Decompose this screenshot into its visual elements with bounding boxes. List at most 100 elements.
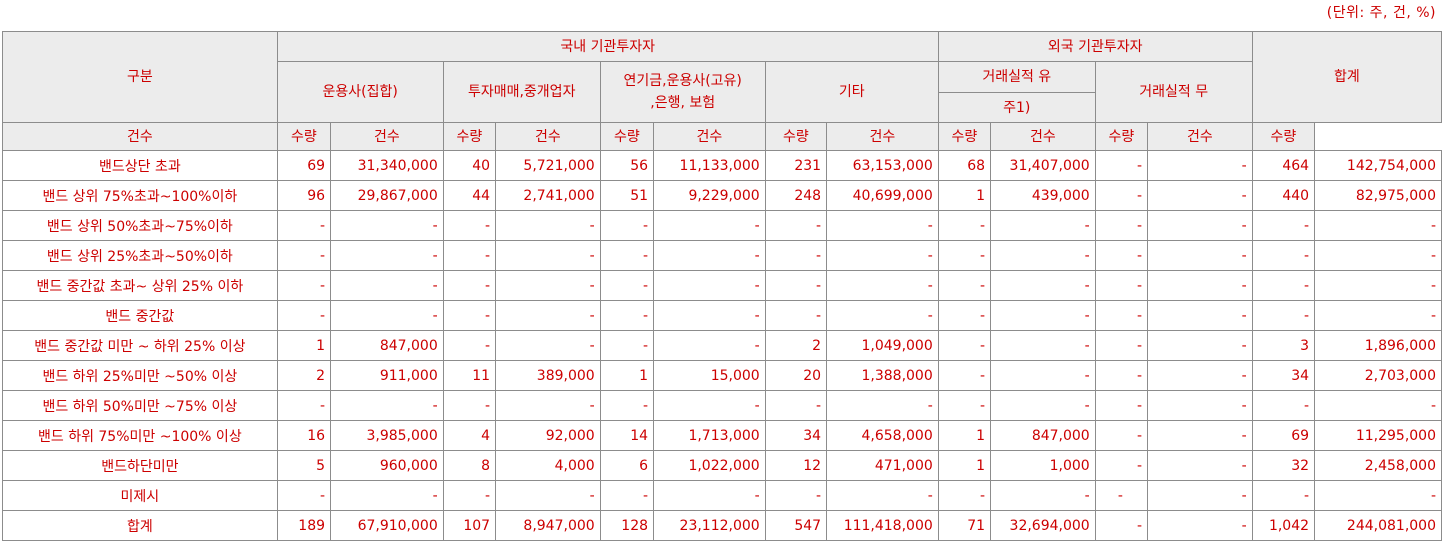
count-cell: 107 bbox=[442, 510, 497, 541]
count-cell: 16 bbox=[276, 420, 332, 451]
count-cell: - bbox=[442, 210, 497, 241]
subheader-qty: 수량 bbox=[1094, 122, 1149, 151]
count-cell: - bbox=[1094, 420, 1149, 451]
qty-cell: 847,000 bbox=[330, 330, 444, 361]
qty-cell: - bbox=[653, 390, 766, 421]
subheader-count: 건수 bbox=[2, 122, 278, 151]
unit-note: (단위: 주, 건, %) bbox=[1326, 5, 1436, 21]
count-cell: - bbox=[276, 270, 332, 301]
count-cell: 2 bbox=[276, 360, 332, 391]
count-cell: 1 bbox=[937, 180, 992, 211]
count-cell: 34 bbox=[764, 420, 828, 451]
count-cell: - bbox=[937, 390, 992, 421]
count-cell: 4 bbox=[442, 420, 497, 451]
qty-cell: 11,133,000 bbox=[653, 150, 766, 181]
header-etc: 기타 bbox=[764, 61, 939, 123]
count-cell: - bbox=[937, 480, 992, 511]
qty-cell: - bbox=[826, 270, 939, 301]
qty-cell: 1,896,000 bbox=[1314, 330, 1442, 361]
count-cell: - bbox=[442, 390, 497, 421]
count-cell: - bbox=[937, 210, 992, 241]
count-cell: - bbox=[1251, 480, 1316, 511]
count-cell: 231 bbox=[764, 150, 828, 181]
row-label: 밴드 하위 50%미만 ~75% 이상 bbox=[2, 390, 278, 421]
qty-cell: 31,407,000 bbox=[990, 150, 1096, 181]
header-dealers: 투자매매,중개업자 bbox=[442, 61, 601, 123]
count-cell: 44 bbox=[442, 180, 497, 211]
qty-cell: - bbox=[1147, 180, 1253, 211]
subheader-qty: 수량 bbox=[937, 122, 992, 151]
count-cell: - bbox=[937, 360, 992, 391]
qty-cell: - bbox=[826, 210, 939, 241]
table-row: 밴드 하위 50%미만 ~75% 이상 - - - - - - - - - - - - - - bbox=[2, 390, 1442, 421]
count-cell: 547 bbox=[764, 510, 828, 541]
qty-cell: 847,000 bbox=[990, 420, 1096, 451]
row-label: 밴드 중간값 미만 ~ 하위 25% 이상 bbox=[2, 330, 278, 361]
qty-cell: - bbox=[1314, 480, 1442, 511]
count-cell: 189 bbox=[276, 510, 332, 541]
count-cell: 12 bbox=[764, 450, 828, 481]
qty-cell: - bbox=[653, 240, 766, 271]
qty-cell: - bbox=[653, 270, 766, 301]
count-cell: - bbox=[1251, 270, 1316, 301]
table-row: 밴드하단미만 5 960,000 8 4,000 6 1,022,000 12 471,000 1… bbox=[2, 450, 1442, 481]
count-cell: 69 bbox=[1251, 420, 1316, 451]
count-cell: - bbox=[599, 300, 655, 331]
qty-cell: - bbox=[1147, 330, 1253, 361]
qty-cell: 4,000 bbox=[495, 450, 601, 481]
count-cell: - bbox=[276, 210, 332, 241]
qty-cell: - bbox=[653, 300, 766, 331]
count-cell: - bbox=[764, 480, 828, 511]
row-label: 밴드상단 초과 bbox=[2, 150, 278, 181]
count-cell: - bbox=[442, 270, 497, 301]
count-cell: - bbox=[1251, 300, 1316, 331]
qty-cell: 111,418,000 bbox=[826, 510, 939, 541]
qty-cell: - bbox=[330, 270, 444, 301]
header-foreign: 외국 기관투자자 bbox=[937, 31, 1253, 62]
row-label: 밴드 하위 75%미만 ~100% 이상 bbox=[2, 420, 278, 451]
count-cell: 71 bbox=[937, 510, 992, 541]
qty-cell: - bbox=[1147, 360, 1253, 391]
subheader-qty: 수량 bbox=[764, 122, 828, 151]
qty-cell: - bbox=[495, 270, 601, 301]
qty-cell: - bbox=[1147, 390, 1253, 421]
count-cell: 56 bbox=[599, 150, 655, 181]
count-cell: - bbox=[1094, 330, 1149, 361]
table-row: 밴드 상위 75%초과~100%이하 96 29,867,000 44 2,741,00… bbox=[2, 180, 1442, 211]
count-cell: 5 bbox=[276, 450, 332, 481]
qty-cell: - bbox=[1147, 150, 1253, 181]
qty-cell: - bbox=[653, 480, 766, 511]
qty-cell: 63,153,000 bbox=[826, 150, 939, 181]
qty-cell: - bbox=[826, 240, 939, 271]
table-row: 합계 189 67,910,000 107 8,947,000 128 23,112,000… bbox=[2, 510, 1442, 541]
qty-cell: 2,703,000 bbox=[1314, 360, 1442, 391]
qty-cell: - bbox=[495, 300, 601, 331]
qty-cell: - bbox=[990, 480, 1096, 511]
qty-cell: - bbox=[990, 240, 1096, 271]
qty-cell: 142,754,000 bbox=[1314, 150, 1442, 181]
count-cell: 32 bbox=[1251, 450, 1316, 481]
count-cell: 14 bbox=[599, 420, 655, 451]
qty-cell: - bbox=[1147, 510, 1253, 541]
subheader-count: 건수 bbox=[653, 122, 766, 151]
qty-cell: - bbox=[1147, 480, 1253, 511]
header-track-yes-note: 주1) bbox=[937, 92, 1096, 123]
count-cell: 96 bbox=[276, 180, 332, 211]
count-cell: 128 bbox=[599, 510, 655, 541]
subheader-count: 건수 bbox=[330, 122, 444, 151]
table-row: 밴드 중간값 초과~ 상위 25% 이하 - - - - - - - - - - - - - - bbox=[2, 270, 1442, 301]
qty-cell: 2,458,000 bbox=[1314, 450, 1442, 481]
row-label: 밴드 하위 25%미만 ~50% 이상 bbox=[2, 360, 278, 391]
qty-cell: - bbox=[1147, 450, 1253, 481]
qty-cell: - bbox=[495, 330, 601, 361]
count-cell: - bbox=[937, 240, 992, 271]
header-total: 합계 bbox=[1251, 31, 1443, 123]
count-cell: - bbox=[1251, 390, 1316, 421]
qty-cell: - bbox=[1314, 300, 1442, 331]
header-pension: 연기금,운용사(고유) ,은행, 보험 bbox=[599, 61, 766, 123]
count-cell: - bbox=[764, 390, 828, 421]
subheader-count: 건수 bbox=[1147, 122, 1253, 151]
qty-cell: 5,721,000 bbox=[495, 150, 601, 181]
count-cell: 3 bbox=[1251, 330, 1316, 361]
qty-cell: 1,049,000 bbox=[826, 330, 939, 361]
